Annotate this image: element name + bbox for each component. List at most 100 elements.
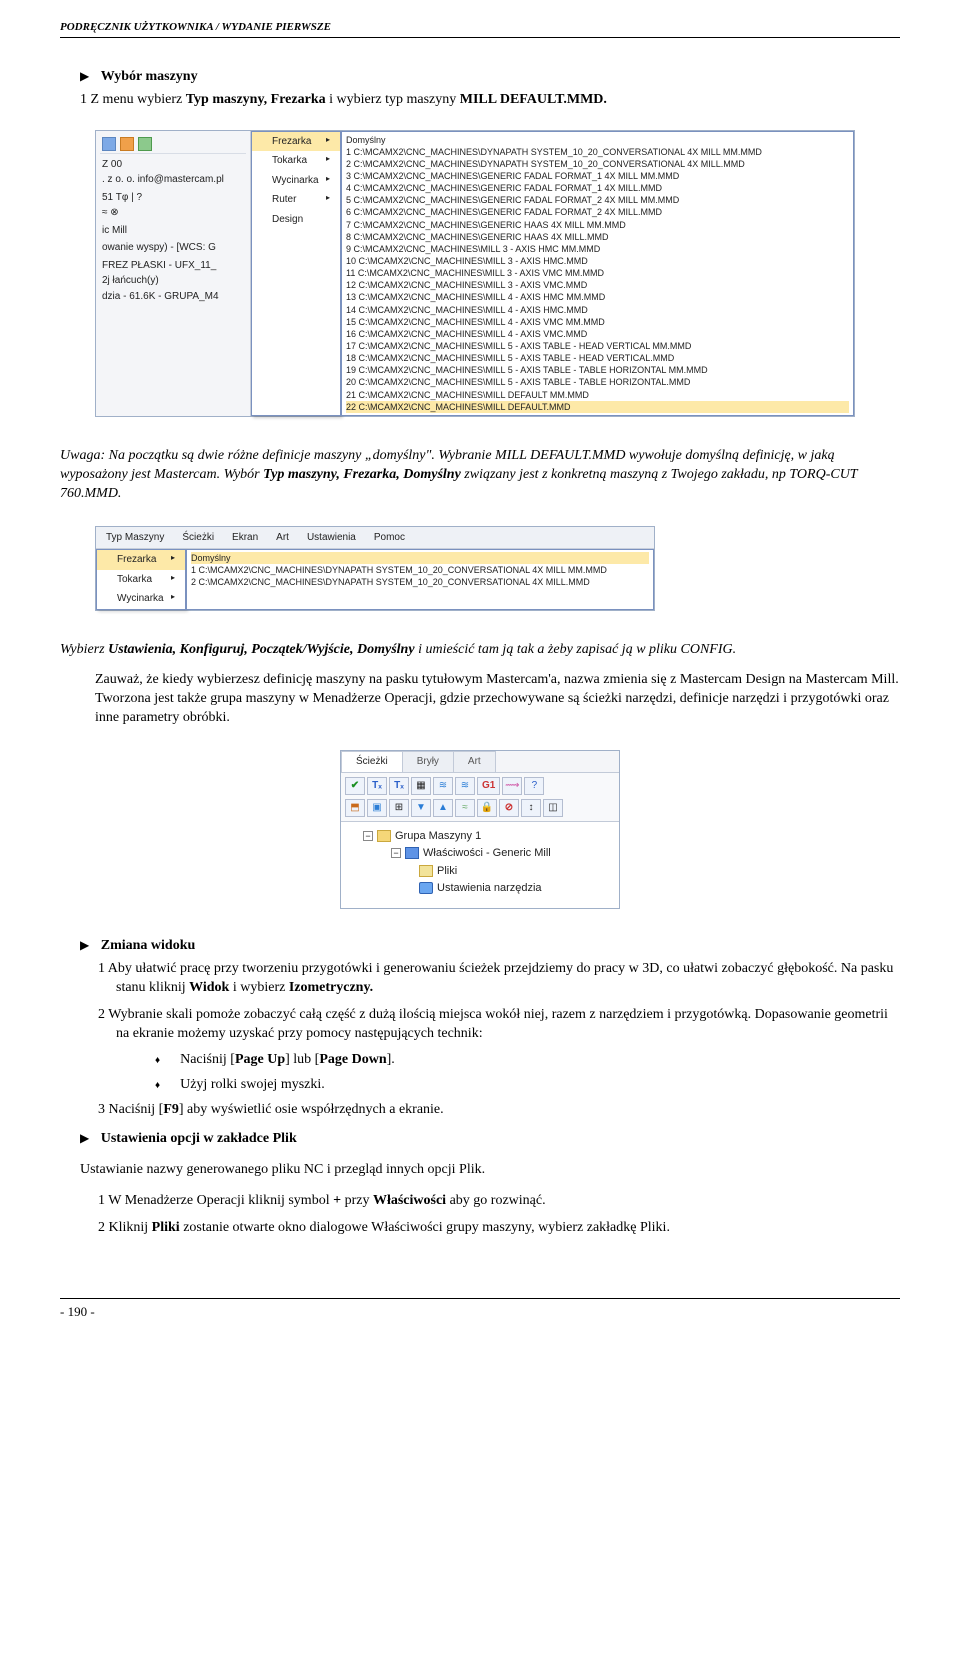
chevron-right-icon: ▸ <box>171 573 175 584</box>
toolbar-icon[interactable]: ▣ <box>367 799 387 817</box>
menu-item[interactable]: Wycinarka▸ <box>97 589 185 609</box>
menubar-item[interactable]: Ścieżki <box>182 531 214 545</box>
toolbar-lock-icon[interactable]: 🔒 <box>477 799 497 817</box>
menu-item[interactable]: Design <box>252 210 340 230</box>
triangle-icon: ▶ <box>80 937 89 953</box>
section-title-text: Wybór maszyny <box>101 69 198 84</box>
toolbar-t-icon[interactable]: Tₓ <box>389 777 409 795</box>
toolbar-wave-icon[interactable]: ≋ <box>455 777 475 795</box>
file-list-item[interactable]: 1 C:\MCAMX2\CNC_MACHINES\DYNAPATH SYSTEM… <box>346 146 849 158</box>
page-footer: - 190 - <box>60 1298 900 1321</box>
toolbar-stop-icon[interactable]: ⊘ <box>499 799 519 817</box>
toolbar-g1-button[interactable]: G1 <box>477 777 500 795</box>
file-list-item[interactable]: 22 C:\MCAMX2\CNC_MACHINES\MILL DEFAULT.M… <box>346 401 849 413</box>
file-list-item[interactable]: 15 C:\MCAMX2\CNC_MACHINES\MILL 4 - AXIS … <box>346 316 849 328</box>
step-1: 1 Aby ułatwić pracę przy tworzeniu przyg… <box>98 960 900 998</box>
file-list-item[interactable]: 2 C:\MCAMX2\CNC_MACHINES\DYNAPATH SYSTEM… <box>346 158 849 170</box>
menu-item[interactable]: Tokarka▸ <box>97 570 185 590</box>
expand-icon[interactable]: − <box>363 831 373 841</box>
tool-icon <box>419 882 433 894</box>
file-list-item[interactable]: 17 C:\MCAMX2\CNC_MACHINES\MILL 5 - AXIS … <box>346 340 849 352</box>
chevron-right-icon: ▸ <box>171 592 175 603</box>
tab-sciezki[interactable]: Ścieżki <box>341 751 403 772</box>
note-ustawienia: Wybierz Ustawienia, Konfiguruj, Początek… <box>60 641 900 660</box>
chevron-right-icon: ▸ <box>326 174 330 185</box>
file-list-item[interactable]: 13 C:\MCAMX2\CNC_MACHINES\MILL 4 - AXIS … <box>346 291 849 303</box>
tree-ustawienia-narzedzia[interactable]: Ustawienia narzędzia <box>349 880 611 898</box>
menu-item[interactable]: Ruter▸ <box>252 190 340 210</box>
file-list-item[interactable]: 9 C:\MCAMX2\CNC_MACHINES\MILL 3 - AXIS H… <box>346 243 849 255</box>
toolbar-wave-icon[interactable]: ≋ <box>433 777 453 795</box>
tab-art[interactable]: Art <box>453 751 496 772</box>
file-list-item[interactable]: 6 C:\MCAMX2\CNC_MACHINES\GENERIC FADAL F… <box>346 206 849 218</box>
file-list-item[interactable]: 8 C:\MCAMX2\CNC_MACHINES\GENERIC HAAS 4X… <box>346 231 849 243</box>
section-title-text: Ustawienia opcji w zakładce Plik <box>101 1131 297 1146</box>
sec3-step-1: 1 W Menadżerze Operacji kliknij symbol +… <box>98 1192 900 1211</box>
toolbar-icon[interactable]: ≈ <box>455 799 475 817</box>
file-list-item[interactable]: 2 C:\MCAMX2\CNC_MACHINES\DYNAPATH SYSTEM… <box>191 576 649 588</box>
menubar-item[interactable]: Typ Maszyny <box>106 531 164 545</box>
menu-item[interactable]: Tokarka▸ <box>252 151 340 171</box>
tree-root[interactable]: −Grupa Maszyny 1 <box>349 828 611 846</box>
toolbar-t-icon[interactable]: Tₓ <box>367 777 387 795</box>
menubar-item[interactable]: Ekran <box>232 531 258 545</box>
ss2-menubar: Typ Maszyny Ścieżki Ekran Art Ustawienia Pomo… <box>96 527 654 550</box>
toolbar-check-icon[interactable]: ✔ <box>345 777 365 795</box>
file-list-item[interactable]: Domyślny <box>191 552 649 564</box>
file-list-item[interactable]: 20 C:\MCAMX2\CNC_MACHINES\MILL 5 - AXIS … <box>346 376 849 388</box>
sec3-step-2: 2 Kliknij Pliki zostanie otwarte okno di… <box>98 1219 900 1238</box>
toolbar-icon[interactable]: ◫ <box>543 799 563 817</box>
bullet-scroll: ♦Użyj rolki swojej myszki. <box>155 1076 900 1095</box>
file-list-item[interactable]: 16 C:\MCAMX2\CNC_MACHINES\MILL 4 - AXIS … <box>346 328 849 340</box>
expand-icon[interactable]: − <box>391 848 401 858</box>
file-list-item[interactable]: Domyślny <box>346 134 849 146</box>
toolbar-icon[interactable]: ⬒ <box>345 799 365 817</box>
toolbar-icon[interactable]: ▦ <box>411 777 431 795</box>
ss3-tabs: Ścieżki Bryły Art <box>341 751 619 773</box>
section-wybor-maszyny: ▶ Wybór maszyny <box>60 68 900 87</box>
menubar-item[interactable]: Art <box>276 531 289 545</box>
tree-properties[interactable]: −Właściwości - Generic Mill <box>349 845 611 863</box>
ss3-tree: −Grupa Maszyny 1 −Właściwości - Generic … <box>341 822 619 908</box>
file-list-item[interactable]: 5 C:\MCAMX2\CNC_MACHINES\GENERIC FADAL F… <box>346 194 849 206</box>
file-list-item[interactable]: 18 C:\MCAMX2\CNC_MACHINES\MILL 5 - AXIS … <box>346 352 849 364</box>
toolbar-icon[interactable]: ⊞ <box>389 799 409 817</box>
tab-bryly[interactable]: Bryły <box>402 751 454 772</box>
file-list-item[interactable]: 11 C:\MCAMX2\CNC_MACHINES\MILL 3 - AXIS … <box>346 267 849 279</box>
properties-icon <box>405 847 419 859</box>
file-list-item[interactable]: 12 C:\MCAMX2\CNC_MACHINES\MILL 3 - AXIS … <box>346 279 849 291</box>
file-list-item[interactable]: 1 C:\MCAMX2\CNC_MACHINES\DYNAPATH SYSTEM… <box>191 564 649 576</box>
sidebar-row: FREZ PŁASKI - UFX_11_ <box>100 258 246 274</box>
toolbar-arrow-icon[interactable]: ▼ <box>411 799 431 817</box>
file-list-item[interactable]: 7 C:\MCAMX2\CNC_MACHINES\GENERIC HAAS 4X… <box>346 219 849 231</box>
file-list-item[interactable]: 21 C:\MCAMX2\CNC_MACHINES\MILL DEFAULT M… <box>346 389 849 401</box>
note-uwaga: Uwaga: Na początku są dwie różne definic… <box>60 447 900 504</box>
file-list-item[interactable]: 14 C:\MCAMX2\CNC_MACHINES\MILL 4 - AXIS … <box>346 304 849 316</box>
ss1-sidebar: Z 00. z o. o. info@mastercam.pl51 Tφ | ?… <box>96 131 251 416</box>
menubar-item[interactable]: Ustawienia <box>307 531 356 545</box>
file-list-item[interactable]: 19 C:\MCAMX2\CNC_MACHINES\MILL 5 - AXIS … <box>346 364 849 376</box>
screenshot-machine-menu: Z 00. z o. o. info@mastercam.pl51 Tφ | ?… <box>95 130 855 417</box>
toolbar-arrow-icon[interactable]: ▲ <box>433 799 453 817</box>
tree-pliki[interactable]: Pliki <box>349 863 611 881</box>
menu-item[interactable]: Frezarka▸ <box>97 550 185 570</box>
menubar-item[interactable]: Pomoc <box>374 531 405 545</box>
bullet-pageup: ♦Naciśnij [Page Up] lub [Page Down]. <box>155 1051 900 1070</box>
toolbar-icon <box>120 137 134 151</box>
folder-icon <box>419 865 433 877</box>
diamond-icon: ♦ <box>155 1080 160 1091</box>
toolbar-help-icon[interactable]: ? <box>524 777 544 795</box>
chevron-right-icon: ▸ <box>326 154 330 165</box>
chevron-right-icon: ▸ <box>326 135 330 146</box>
toolbar-icon[interactable]: ↕ <box>521 799 541 817</box>
sidebar-row: 2j łańcuch(y) <box>100 273 246 289</box>
sidebar-row: . z o. o. info@mastercam.pl <box>100 172 246 188</box>
group-icon <box>377 830 391 842</box>
ss2-submenu: Frezarka▸Tokarka▸Wycinarka▸ <box>96 549 186 610</box>
menu-item[interactable]: Wycinarka▸ <box>252 171 340 191</box>
toolbar-icon[interactable]: ⟿ <box>502 777 522 795</box>
file-list-item[interactable]: 3 C:\MCAMX2\CNC_MACHINES\GENERIC FADAL F… <box>346 170 849 182</box>
menu-item[interactable]: Frezarka▸ <box>252 132 340 152</box>
file-list-item[interactable]: 10 C:\MCAMX2\CNC_MACHINES\MILL 3 - AXIS … <box>346 255 849 267</box>
file-list-item[interactable]: 4 C:\MCAMX2\CNC_MACHINES\GENERIC FADAL F… <box>346 182 849 194</box>
